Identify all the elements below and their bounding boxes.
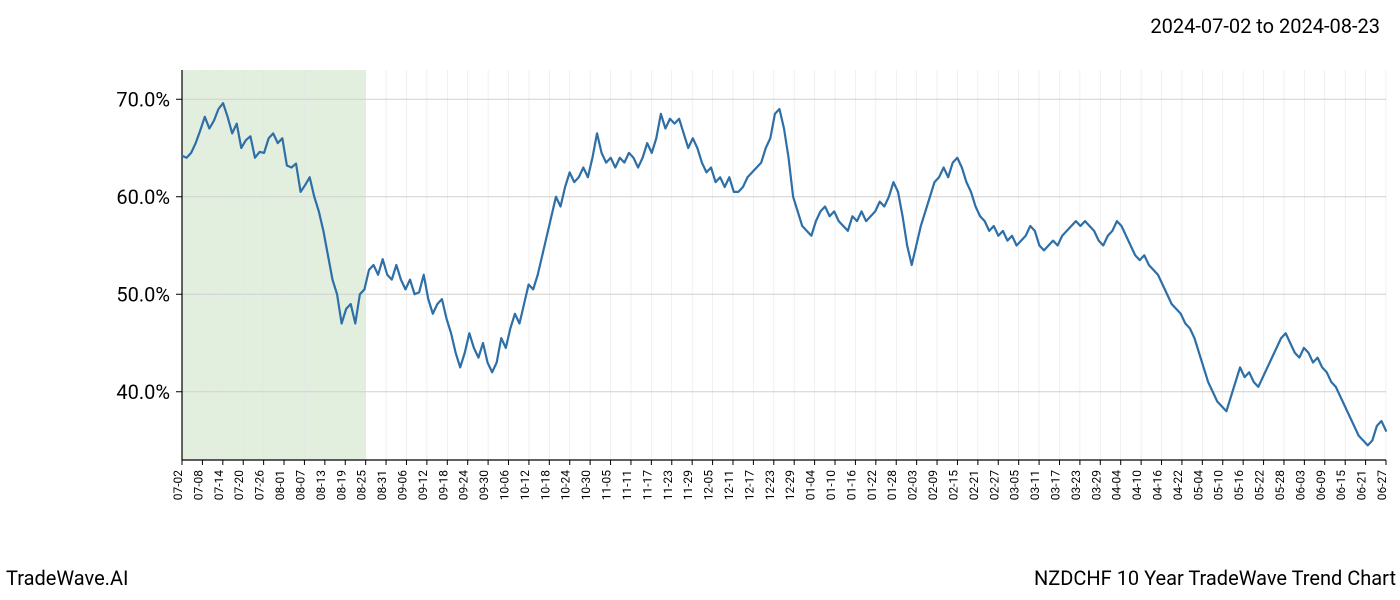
svg-text:03-11: 03-11: [1028, 470, 1042, 500]
svg-text:02-09: 02-09: [926, 470, 940, 500]
svg-text:05-28: 05-28: [1273, 470, 1287, 501]
svg-text:08-19: 08-19: [334, 470, 348, 500]
svg-text:08-25: 08-25: [355, 470, 369, 501]
svg-text:04-16: 04-16: [1151, 470, 1165, 501]
svg-text:10-06: 10-06: [498, 470, 512, 501]
svg-text:04-22: 04-22: [1171, 470, 1185, 501]
svg-text:08-01: 08-01: [273, 470, 287, 500]
svg-text:01-10: 01-10: [824, 470, 838, 501]
svg-text:05-04: 05-04: [1191, 470, 1205, 501]
svg-text:12-11: 12-11: [722, 470, 736, 500]
svg-text:06-09: 06-09: [1314, 470, 1328, 500]
svg-text:06-27: 06-27: [1375, 470, 1389, 501]
svg-text:09-06: 09-06: [395, 470, 409, 501]
trend-chart: 40.0% 50.0% 60.0% 70.0% 07-02 07-08 07-14 07-20…: [0, 60, 1400, 530]
svg-text:50.0%: 50.0%: [116, 282, 170, 306]
svg-text:60.0%: 60.0%: [116, 185, 170, 209]
svg-text:01-04: 01-04: [804, 470, 818, 501]
svg-text:03-17: 03-17: [1048, 470, 1062, 501]
svg-text:05-10: 05-10: [1212, 470, 1226, 501]
svg-text:02-21: 02-21: [967, 470, 981, 500]
svg-text:01-22: 01-22: [865, 470, 879, 501]
svg-text:03-29: 03-29: [1089, 470, 1103, 500]
svg-text:05-16: 05-16: [1232, 470, 1246, 501]
chart-svg: 40.0% 50.0% 60.0% 70.0% 07-02 07-08 07-14 07-20…: [0, 60, 1400, 530]
svg-text:11-11: 11-11: [620, 470, 634, 500]
svg-text:07-08: 07-08: [191, 470, 205, 501]
svg-text:10-24: 10-24: [559, 470, 573, 501]
svg-text:08-31: 08-31: [375, 470, 389, 500]
svg-text:02-03: 02-03: [906, 470, 920, 500]
svg-text:09-18: 09-18: [436, 470, 450, 501]
svg-text:10-18: 10-18: [538, 470, 552, 501]
svg-text:12-29: 12-29: [783, 470, 797, 500]
svg-text:07-26: 07-26: [253, 470, 267, 501]
date-range-label: 2024-07-02 to 2024-08-23: [1150, 14, 1380, 38]
svg-text:11-23: 11-23: [661, 470, 675, 500]
svg-text:02-15: 02-15: [946, 470, 960, 501]
svg-text:10-30: 10-30: [579, 470, 593, 501]
svg-text:03-05: 03-05: [1008, 470, 1022, 501]
svg-text:10-12: 10-12: [518, 470, 532, 501]
chart-title: NZDCHF 10 Year TradeWave Trend Chart: [1034, 566, 1396, 590]
svg-text:07-20: 07-20: [232, 470, 246, 501]
svg-text:04-04: 04-04: [1110, 470, 1124, 501]
svg-text:01-16: 01-16: [844, 470, 858, 501]
brand-label: TradeWave.AI: [6, 566, 128, 590]
svg-text:12-23: 12-23: [763, 470, 777, 500]
svg-text:70.0%: 70.0%: [116, 87, 170, 111]
svg-text:09-12: 09-12: [416, 470, 430, 501]
svg-text:12-17: 12-17: [742, 470, 756, 501]
svg-text:02-27: 02-27: [987, 470, 1001, 501]
svg-text:40.0%: 40.0%: [116, 380, 170, 404]
svg-text:11-29: 11-29: [681, 470, 695, 500]
svg-text:09-30: 09-30: [477, 470, 491, 501]
svg-text:07-14: 07-14: [212, 470, 226, 501]
svg-text:08-13: 08-13: [314, 470, 328, 500]
svg-text:04-10: 04-10: [1130, 470, 1144, 501]
svg-text:01-28: 01-28: [885, 470, 899, 501]
svg-text:03-23: 03-23: [1069, 470, 1083, 500]
svg-text:12-05: 12-05: [702, 470, 716, 501]
svg-text:06-21: 06-21: [1355, 470, 1369, 500]
svg-text:11-05: 11-05: [600, 470, 614, 501]
svg-text:06-15: 06-15: [1334, 470, 1348, 501]
svg-text:11-17: 11-17: [640, 470, 654, 501]
svg-text:08-07: 08-07: [293, 470, 307, 501]
svg-text:09-24: 09-24: [457, 470, 471, 501]
svg-text:05-22: 05-22: [1253, 470, 1267, 501]
svg-text:07-02: 07-02: [171, 470, 185, 501]
svg-text:06-03: 06-03: [1293, 470, 1307, 500]
